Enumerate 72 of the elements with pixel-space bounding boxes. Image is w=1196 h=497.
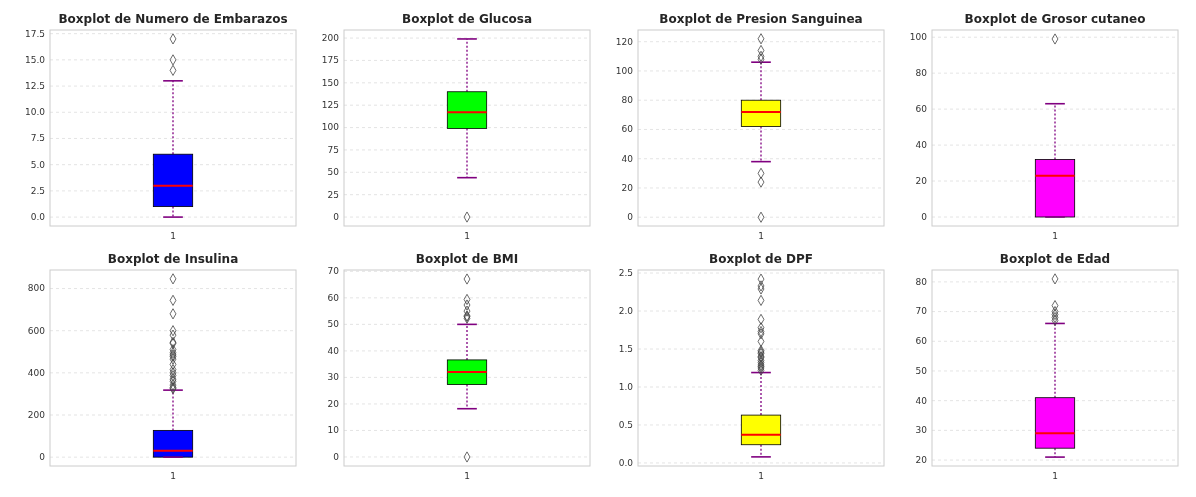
y-tick-label: 60 bbox=[327, 292, 340, 303]
y-tick-label: 70 bbox=[915, 306, 928, 317]
y-tick-label: 0 bbox=[39, 452, 46, 463]
y-tick-label: 50 bbox=[327, 167, 340, 178]
y-tick-label: 10 bbox=[327, 425, 340, 436]
y-tick-label: 40 bbox=[621, 153, 634, 164]
y-tick-label: 12.5 bbox=[24, 80, 45, 91]
x-tick-label: 1 bbox=[464, 231, 470, 241]
y-tick-label: 120 bbox=[615, 36, 634, 47]
x-tick-label: 1 bbox=[170, 231, 176, 241]
y-tick-label: 1.0 bbox=[618, 381, 634, 392]
y-tick-label: 60 bbox=[915, 336, 928, 347]
y-tick-label: 5.0 bbox=[30, 159, 46, 170]
y-tick-label: 175 bbox=[321, 55, 339, 66]
y-tick-label: 10.0 bbox=[24, 107, 46, 118]
x-tick-label: 1 bbox=[170, 471, 176, 481]
y-tick-label: 40 bbox=[327, 345, 340, 356]
y-tick-label: 80 bbox=[915, 68, 928, 79]
y-tick-label: 100 bbox=[615, 65, 634, 76]
y-tick-label: 0 bbox=[333, 211, 340, 222]
chart-title: Boxplot de Insulina bbox=[107, 252, 239, 266]
y-tick-label: 1.5 bbox=[618, 343, 633, 354]
y-tick-label: 400 bbox=[27, 367, 46, 378]
y-tick-label: 0.5 bbox=[618, 419, 633, 430]
chart-title: Boxplot de Grosor cutaneo bbox=[964, 12, 1146, 26]
y-tick-label: 0 bbox=[921, 211, 928, 222]
y-tick-label: 200 bbox=[321, 32, 340, 43]
y-tick-label: 2.5 bbox=[30, 185, 45, 196]
y-tick-label: 20 bbox=[915, 454, 928, 465]
chart-title: Boxplot de Presion Sanguinea bbox=[659, 12, 863, 26]
y-tick-label: 200 bbox=[27, 409, 46, 420]
y-tick-label: 2.5 bbox=[618, 267, 633, 278]
x-tick-label: 1 bbox=[1052, 231, 1058, 241]
y-tick-label: 80 bbox=[621, 95, 634, 106]
y-tick-label: 50 bbox=[915, 365, 928, 376]
y-tick-label: 2.0 bbox=[618, 305, 634, 316]
chart-title: Boxplot de Numero de Embarazos bbox=[58, 12, 288, 26]
y-tick-label: 40 bbox=[915, 139, 928, 150]
y-tick-label: 100 bbox=[909, 32, 928, 43]
y-tick-label: 17.5 bbox=[24, 28, 45, 39]
y-tick-label: 0.0 bbox=[618, 457, 634, 468]
y-tick-label: 0 bbox=[333, 451, 340, 462]
chart-title: Boxplot de DPF bbox=[709, 252, 813, 266]
y-tick-label: 30 bbox=[327, 372, 340, 383]
y-tick-label: 25 bbox=[327, 189, 339, 200]
y-tick-label: 125 bbox=[321, 100, 339, 111]
y-tick-label: 30 bbox=[915, 425, 928, 436]
y-tick-label: 20 bbox=[915, 175, 928, 186]
y-tick-label: 75 bbox=[327, 144, 339, 155]
y-tick-label: 60 bbox=[915, 104, 928, 114]
y-tick-label: 70 bbox=[327, 266, 340, 277]
y-tick-label: 600 bbox=[27, 325, 46, 336]
chart-title: Boxplot de BMI bbox=[415, 252, 519, 266]
x-tick-label: 1 bbox=[464, 471, 470, 481]
y-tick-label: 20 bbox=[327, 398, 340, 409]
chart-title: Boxplot de Glucosa bbox=[401, 12, 533, 26]
y-tick-label: 7.5 bbox=[30, 133, 45, 144]
y-tick-label: 0 bbox=[627, 212, 634, 223]
y-tick-label: 60 bbox=[621, 124, 634, 135]
y-tick-label: 800 bbox=[27, 283, 46, 294]
y-tick-label: 0.0 bbox=[30, 211, 46, 222]
x-tick-label: 1 bbox=[758, 471, 764, 481]
y-tick-label: 100 bbox=[321, 122, 340, 133]
y-tick-label: 150 bbox=[321, 77, 340, 88]
y-tick-label: 20 bbox=[621, 182, 634, 193]
y-tick-label: 50 bbox=[327, 319, 340, 330]
y-tick-label: 40 bbox=[915, 395, 928, 406]
y-tick-label: 15.0 bbox=[24, 54, 46, 65]
x-tick-label: 1 bbox=[758, 231, 764, 241]
y-tick-label: 80 bbox=[915, 276, 928, 287]
x-tick-label: 1 bbox=[1052, 471, 1058, 481]
chart-title: Boxplot de Edad bbox=[999, 252, 1111, 266]
